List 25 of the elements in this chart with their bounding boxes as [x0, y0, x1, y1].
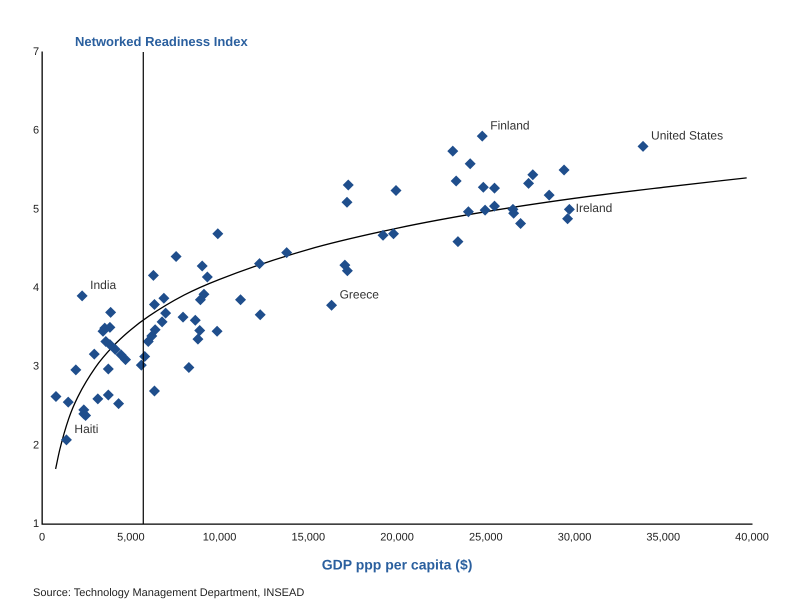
x-tick-label: 40,000: [735, 532, 769, 544]
annotation: Haiti: [74, 422, 98, 436]
y-tick-label: 6: [32, 124, 40, 137]
annotation: United States: [651, 128, 724, 143]
x-tick-label: 20,000: [380, 532, 414, 544]
x-tick-label: 25,000: [468, 532, 503, 544]
x-tick-label: 5,000: [117, 532, 145, 544]
y-tick-label: 1: [32, 518, 40, 530]
source-note: Source: Technology Management Department, INSEAD: [33, 587, 304, 599]
y-tick-label: 5: [32, 203, 40, 216]
y-tick-label: 2: [32, 439, 40, 452]
annotation: Finland: [490, 118, 530, 132]
x-axis-title: GDP ppp per capita ($): [322, 556, 472, 572]
y-axis-title: Networked Readiness Index: [75, 34, 248, 49]
annotation: Greece: [340, 288, 380, 302]
y-tick-label: 4: [32, 282, 40, 294]
annotation: India: [90, 278, 116, 292]
x-tick-label: 15,000: [291, 532, 326, 544]
x-tick-label: 0: [39, 532, 46, 544]
annotation: Ireland: [576, 201, 612, 216]
y-tick-label: 7: [32, 46, 40, 58]
y-tick-label: 3: [32, 360, 40, 373]
x-tick-label: 35,000: [646, 532, 680, 544]
x-tick-label: 10,000: [202, 532, 236, 544]
x-tick-label: 30,000: [558, 532, 592, 544]
